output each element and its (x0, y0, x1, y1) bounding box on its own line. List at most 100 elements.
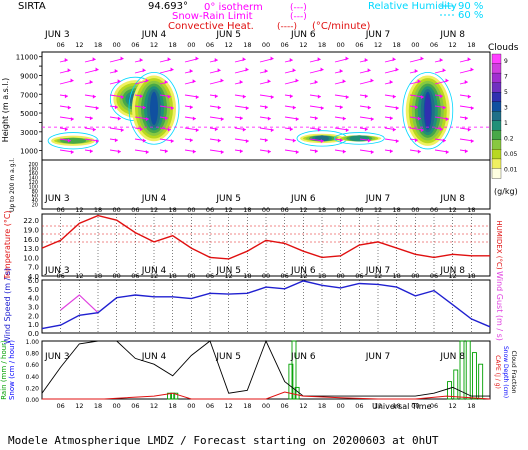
rh-label: Relative Humidity (368, 1, 457, 12)
hour-label: 06 (355, 41, 363, 49)
hour-label: 12 (150, 206, 158, 214)
wind-arrow-head (64, 58, 68, 63)
colorbar-label: 0.01 (504, 167, 518, 174)
wind-arrow-head (167, 127, 171, 132)
hour-label: 12 (150, 41, 158, 49)
rain-bar (447, 381, 453, 400)
hour-label: 06 (57, 41, 65, 49)
wind-arrow-head (217, 138, 221, 143)
wind-arrow-head (164, 149, 168, 154)
hour-label: 06 (281, 41, 289, 49)
hour-label: 00 (187, 206, 195, 214)
wind-arrow-head (139, 58, 143, 63)
wind-arrow-head (245, 106, 249, 111)
rain-bar (459, 340, 465, 400)
rain-bar (471, 352, 477, 400)
wind-arrow-head (242, 94, 246, 99)
cloud-fraction-ylabel: Cloud Fraction (510, 351, 517, 394)
wind-arrow-head (389, 116, 393, 121)
day-label: JUN 5 (215, 30, 241, 40)
day-label: JUN 7 (365, 194, 391, 204)
cloud-panel: 1000300050007000900011000200180160140120… (1, 51, 491, 212)
hour-label: 00 (411, 41, 419, 49)
hour-label: 12 (449, 272, 457, 280)
wind-arrow-head (192, 79, 196, 84)
wind-arrow-head (470, 139, 474, 144)
wind-arrow-head (239, 116, 243, 121)
wind-arrow-head (192, 149, 196, 154)
wind-arrow-head (267, 116, 271, 121)
cloud-fraction-line (41, 339, 490, 397)
wind-arrow-head (342, 79, 346, 84)
wind-arrow-head (367, 138, 371, 143)
wind-arrow-head (217, 105, 221, 110)
hour-label: 06 (355, 402, 363, 410)
hour-label: 18 (318, 41, 326, 49)
hour-label: 18 (467, 206, 475, 214)
wind-arrow-head (339, 105, 343, 110)
wind-arrow-head (195, 56, 199, 61)
low-ytick-label: 60 (32, 194, 38, 200)
hour-label: 06 (206, 206, 214, 214)
wind-arrow-head (267, 79, 271, 84)
wind-ytick-label: 3.0 (28, 304, 39, 312)
legend-snow-rain-symbol: (---) (290, 12, 307, 22)
wind-ytick-label: 5.0 (28, 286, 39, 294)
temperature-ylabel: Temperature (°C) (3, 210, 12, 280)
hour-label: 06 (131, 402, 139, 410)
cloud-blob (60, 137, 87, 144)
wind-arrow-head (367, 105, 371, 110)
wind-arrow-head (214, 127, 218, 132)
colorbar-cell (491, 63, 502, 74)
wind-arrow-head (120, 56, 124, 61)
temp-ytick-label: 10.0 (23, 254, 39, 262)
temp-ytick-label: 7.0 (28, 264, 39, 272)
rain-bar (453, 369, 459, 400)
rain-bar (288, 363, 294, 400)
gust-ylabel: Wind Gust (m / s) (495, 271, 504, 341)
low-ytick-label: 80 (32, 189, 38, 195)
hour-label: 00 (113, 41, 121, 49)
day-label: JUN 3 (44, 266, 70, 276)
wind-arrow-head (442, 138, 446, 143)
legend-convective-unit: (°C/minute) (312, 21, 371, 32)
wind-arrow-head (442, 105, 446, 110)
universal-time-label: Universal Time (372, 402, 432, 411)
wind-arrow-head (420, 95, 424, 100)
hour-label: 06 (131, 41, 139, 49)
wind-arrow-head (92, 57, 96, 62)
hour-label: 18 (94, 206, 102, 214)
wind-arrow-head (467, 57, 471, 62)
low-ytick-label: 160 (28, 171, 38, 177)
precip-ytick-label: 1.00 (26, 339, 40, 346)
hour-label: 06 (355, 272, 363, 280)
day-label: JUN 8 (439, 266, 465, 276)
low-ytick-label: 100 (28, 185, 38, 191)
wind-arrow-head (314, 80, 318, 85)
hour-label: 06 (430, 402, 438, 410)
colorbar-cell (491, 82, 502, 93)
hour-label: 12 (449, 41, 457, 49)
low-ytick-label: 40 (32, 198, 38, 204)
wind-arrow-head (64, 127, 68, 132)
hour-label: 00 (187, 41, 195, 49)
colorbar-cell (491, 139, 502, 151)
wind-arrow-head (295, 117, 299, 122)
hour-label: 18 (169, 41, 177, 49)
wind-arrow-head (464, 116, 468, 121)
colorbar-label: 0.2 (504, 136, 514, 143)
precip-panel: 0.00 0.20 0.40 0.60 0.80 1.00 Rain (mm / hour… (0, 339, 517, 404)
wind-arrow-head (389, 80, 393, 85)
wind-arrow-head (120, 95, 124, 100)
wind-arrow-head (214, 58, 218, 63)
wind-arrow-head (414, 138, 418, 143)
wind-arrow-head (220, 150, 224, 155)
wind-arrow-head (67, 68, 71, 73)
day-label: JUN 5 (215, 352, 241, 362)
colorbar-label: 5 (504, 89, 508, 96)
cloud-ylabel: Height (m a.s.l.) (1, 78, 10, 143)
day-label: JUN 6 (290, 194, 316, 204)
day-label: JUN 7 (365, 30, 391, 40)
hour-label: 18 (393, 206, 401, 214)
